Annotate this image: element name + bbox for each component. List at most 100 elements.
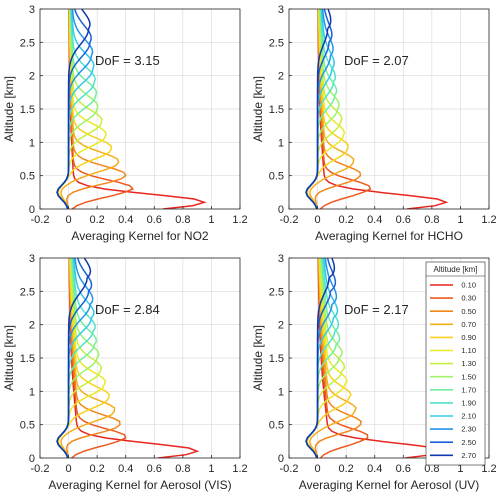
legend-label-11: 2.30 <box>461 425 476 434</box>
legend-label-5: 1.10 <box>461 346 476 355</box>
legend: Altitude [km] 0.10 0.30 0.50 0.70 0.90 1.10 1.3… <box>425 261 486 466</box>
x-tick-label: -0.2 <box>31 214 50 226</box>
y-tick-label: 0.5 <box>269 171 284 183</box>
y-tick-label: 0 <box>29 453 35 465</box>
y-tick-label: 2.5 <box>20 286 35 298</box>
x-tick-label: 0.2 <box>89 463 104 475</box>
legend-label-6: 1.30 <box>461 359 476 368</box>
kernel-line-13 <box>56 9 91 209</box>
y-axis-label: Altitude [km] <box>2 325 16 391</box>
y-tick-label: 0 <box>278 453 284 465</box>
kernel-line-13 <box>56 258 92 458</box>
x-tick-label: 0.6 <box>396 214 411 226</box>
y-tick-label: 0 <box>29 204 35 216</box>
y-tick-label: 3 <box>29 4 35 16</box>
x-tick-label: 0.4 <box>118 214 133 226</box>
y-tick-label: 0.5 <box>269 420 284 432</box>
x-tick-label: 1 <box>457 463 463 475</box>
x-tick-label: 0 <box>66 214 72 226</box>
x-tick-label: 0.6 <box>147 463 162 475</box>
dof-annotation: DoF = 2.07 <box>344 53 409 68</box>
series-group <box>305 9 449 209</box>
y-tick-label: 2 <box>29 320 35 332</box>
y-tick-label: 1 <box>278 137 284 149</box>
chart-panel-2: -0.2 0 0.2 0.4 0.6 0.8 1 1.200.511.522.53Averag… <box>251 4 497 243</box>
legend-label-10: 2.10 <box>461 412 476 421</box>
legend-label-13: 2.70 <box>461 451 476 460</box>
y-tick-label: 1.5 <box>269 104 284 116</box>
x-tick-label: 0.4 <box>367 463 382 475</box>
x-tick-label: 0.8 <box>175 214 190 226</box>
y-tick-label: 3 <box>278 253 284 265</box>
x-tick-label: 0 <box>66 463 72 475</box>
chart-panel-4: -0.2 0 0.2 0.4 0.6 0.8 1 1.200.511.522.53Averag… <box>251 253 497 492</box>
dof-annotation: DoF = 2.17 <box>344 302 409 317</box>
legend-label-12: 2.50 <box>461 438 476 447</box>
x-tick-label: 1.2 <box>481 214 496 226</box>
legend-label-2: 0.50 <box>461 307 476 316</box>
legend-label-1: 0.30 <box>461 294 476 303</box>
legend-label-0: 0.10 <box>461 281 476 290</box>
legend-title: Altitude [km] <box>433 265 477 274</box>
y-tick-label: 1 <box>278 386 284 398</box>
x-tick-label: 0.4 <box>118 463 133 475</box>
x-axis-label: Averaging Kernel for Aerosol (UV) <box>299 478 480 492</box>
y-tick-label: 1.5 <box>20 353 35 365</box>
chart-panel-3: -0.2 0 0.2 0.4 0.6 0.8 1 1.200.511.522.53Averag… <box>2 253 248 492</box>
legend-label-8: 1.70 <box>461 385 476 394</box>
x-tick-label: 0 <box>315 214 321 226</box>
x-axis-label: Averaging Kernel for NO2 <box>71 229 209 243</box>
x-tick-label: 0.8 <box>424 463 439 475</box>
legend-label-9: 1.90 <box>461 399 476 408</box>
y-tick-label: 2 <box>278 320 284 332</box>
x-tick-label: 0.8 <box>424 214 439 226</box>
y-tick-label: 1 <box>29 137 35 149</box>
y-axis-label: Altitude [km] <box>251 76 265 142</box>
x-tick-label: 0.6 <box>147 214 162 226</box>
y-tick-label: 2.5 <box>269 286 284 298</box>
y-tick-label: 0.5 <box>20 171 35 183</box>
x-tick-label: 1.2 <box>481 463 496 475</box>
x-tick-label: 1 <box>208 463 214 475</box>
legend-label-4: 0.90 <box>461 333 476 342</box>
y-tick-label: 2.5 <box>269 37 284 49</box>
y-tick-label: 3 <box>29 253 35 265</box>
x-tick-label: 1.2 <box>232 463 247 475</box>
kernel-line-13 <box>305 258 336 458</box>
x-tick-label: 0.2 <box>338 463 353 475</box>
x-tick-label: 0.6 <box>396 463 411 475</box>
legend-label-3: 0.70 <box>461 320 476 329</box>
chart-panel-1: -0.2 0 0.2 0.4 0.6 0.8 1 1.200.511.522.53Averag… <box>2 4 248 243</box>
y-tick-label: 2.5 <box>20 37 35 49</box>
x-tick-label: 0.2 <box>338 214 353 226</box>
x-axis-label: Averaging Kernel for HCHO <box>315 229 463 243</box>
series-group <box>305 258 446 458</box>
x-tick-label: 1 <box>208 214 214 226</box>
y-tick-label: 2 <box>278 71 284 83</box>
series-group <box>56 9 207 209</box>
dof-annotation: DoF = 3.15 <box>95 53 160 68</box>
x-tick-label: 0.8 <box>175 463 190 475</box>
series-group <box>56 258 200 458</box>
x-tick-label: 1.2 <box>232 214 247 226</box>
x-tick-label: -0.2 <box>280 214 299 226</box>
x-tick-label: -0.2 <box>31 463 50 475</box>
y-axis-label: Altitude [km] <box>251 325 265 391</box>
x-tick-label: -0.2 <box>280 463 299 475</box>
y-tick-label: 0.5 <box>20 420 35 432</box>
y-tick-label: 1.5 <box>269 353 284 365</box>
x-tick-label: 0.4 <box>367 214 382 226</box>
dof-annotation: DoF = 2.84 <box>95 302 160 317</box>
y-tick-label: 1.5 <box>20 104 35 116</box>
x-axis-label: Averaging Kernel for Aerosol (VIS) <box>48 478 231 492</box>
kernel-line-13 <box>305 9 332 209</box>
y-tick-label: 2 <box>29 71 35 83</box>
y-axis-label: Altitude [km] <box>2 76 16 142</box>
y-tick-label: 0 <box>278 204 284 216</box>
y-tick-label: 3 <box>278 4 284 16</box>
y-tick-label: 1 <box>29 386 35 398</box>
x-tick-label: 0.2 <box>89 214 104 226</box>
x-tick-label: 1 <box>457 214 463 226</box>
legend-label-7: 1.50 <box>461 372 476 381</box>
